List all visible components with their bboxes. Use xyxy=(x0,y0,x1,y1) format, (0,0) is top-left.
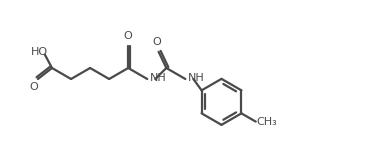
Text: O: O xyxy=(152,37,161,47)
Text: HO: HO xyxy=(31,47,49,57)
Text: O: O xyxy=(124,31,133,41)
Text: NH: NH xyxy=(188,73,205,83)
Text: O: O xyxy=(30,82,38,92)
Text: CH₃: CH₃ xyxy=(257,117,277,127)
Text: NH: NH xyxy=(150,73,167,83)
